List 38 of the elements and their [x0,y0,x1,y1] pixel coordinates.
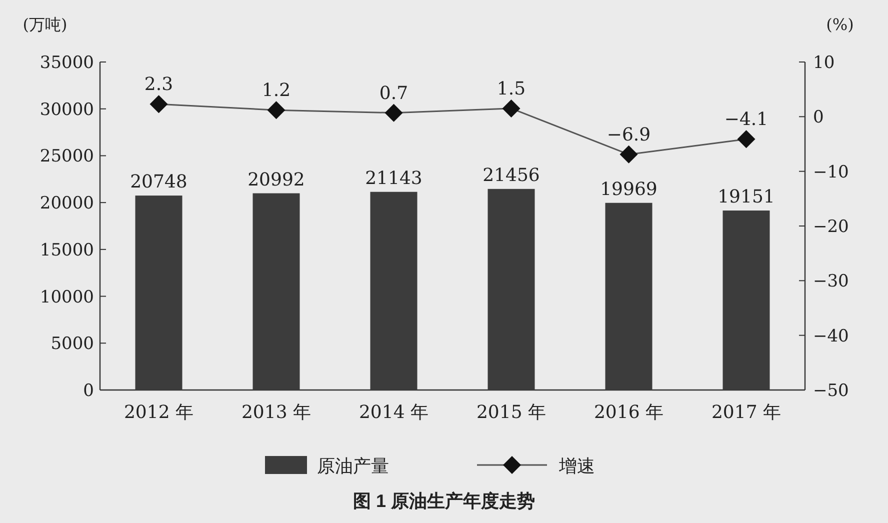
x-tick-label: 2016 年 [594,402,664,423]
x-tick-label: 2017 年 [711,402,782,423]
legend-label: 原油产量 [317,456,389,476]
y2-tick-label: −50 [813,381,849,401]
data-label: 1.2 [262,80,291,102]
y2-axis-title: (%) [826,15,854,34]
y2-tick-label: 10 [813,53,835,73]
y-tick-label: 35000 [40,53,94,73]
data-label: 2.3 [144,74,174,96]
data-label: 1.5 [496,78,526,100]
y-tick-label: 15000 [40,240,94,260]
data-label: 19969 [600,178,658,200]
x-tick-label: 2014 年 [358,402,429,423]
x-tick-label: 2015 年 [476,402,546,423]
y2-tick-label: −40 [813,326,849,346]
y2-tick-label: −30 [813,272,849,292]
y-tick-label: 5000 [50,334,94,354]
text: 图 1 原油生产年度走势 [352,491,536,511]
y-tick-label: 25000 [40,146,94,167]
y2-tick-label: −10 [813,162,849,182]
data-label: −4.1 [724,109,768,130]
data-label: 19151 [718,186,775,208]
y-axis-title: (万吨) [22,15,68,34]
x-tick-label: 2012 年 [124,402,194,423]
legend-label: 增速 [558,456,595,476]
y-tick-label: 30000 [40,100,94,120]
data-label: 20992 [248,169,305,190]
y-tick-label: 20000 [40,194,94,214]
data-label: 0.7 [379,82,408,104]
y2-tick-label: −20 [813,217,849,237]
data-label: 20748 [130,172,188,193]
data-label: −6.9 [606,124,651,146]
data-label: 21456 [482,164,540,186]
data-label: 21143 [365,168,422,189]
y2-tick-label: 0 [813,108,824,128]
x-tick-label: 2013 年 [241,402,312,423]
y-tick-label: 10000 [40,287,94,308]
y-tick-label: 0 [83,381,94,401]
